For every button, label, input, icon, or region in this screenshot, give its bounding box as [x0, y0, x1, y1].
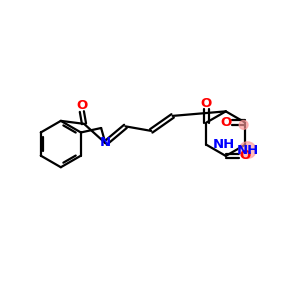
Text: O: O — [239, 149, 250, 162]
Text: O: O — [76, 99, 88, 112]
Ellipse shape — [239, 142, 256, 158]
Text: N: N — [100, 136, 111, 149]
Text: O: O — [221, 116, 232, 129]
Text: NH: NH — [236, 144, 259, 157]
Text: O: O — [201, 97, 212, 110]
Ellipse shape — [239, 120, 248, 129]
Text: NH: NH — [213, 138, 235, 151]
